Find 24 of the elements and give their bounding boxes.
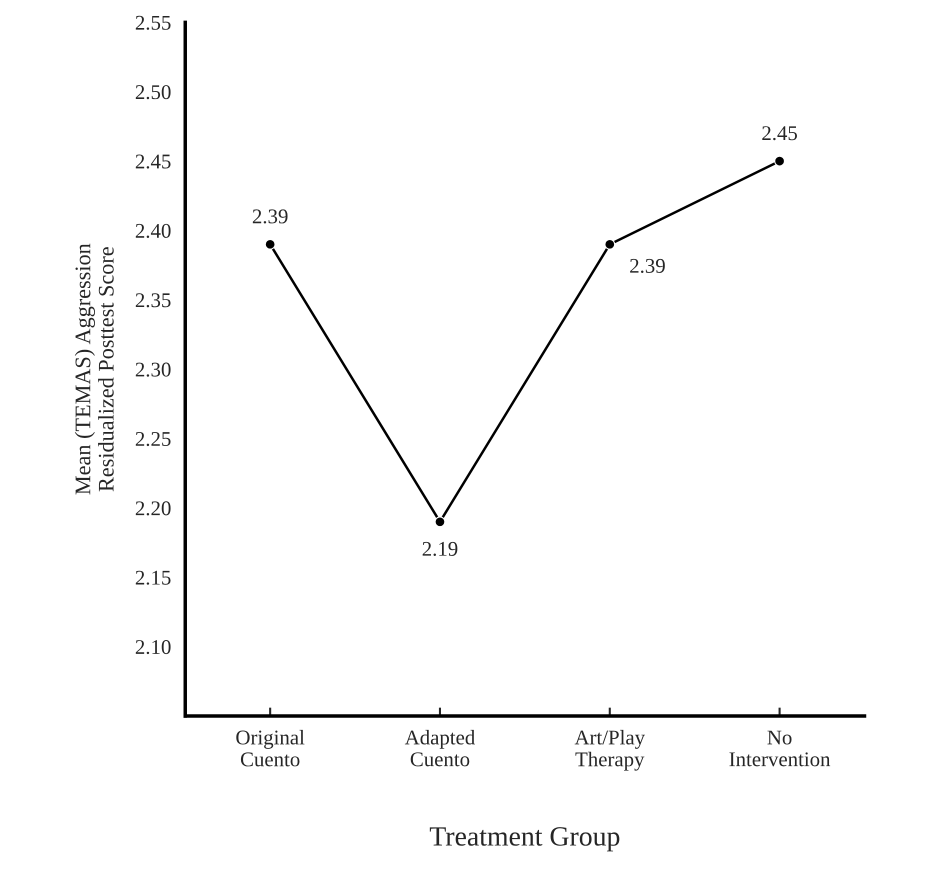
x-axis-title: Treatment Group [430, 827, 620, 852]
point [774, 156, 785, 166]
x-tick-label: No Intervention [729, 730, 830, 766]
y-tick-label: 2.35 [136, 293, 171, 308]
data-label: 2.39 [630, 258, 665, 273]
y-tick-label: 2.10 [136, 640, 171, 654]
y-tick-label: 2.20 [136, 501, 171, 516]
point [434, 516, 446, 528]
point [264, 238, 276, 250]
y-tick-label: 2.40 [136, 224, 171, 238]
y-axis-title: Mean (TEMAS) Aggression Residualized Posttest Score [74, 244, 114, 494]
x-tick-label: Adapted Cuento [404, 730, 475, 766]
y-tick-label: 2.50 [136, 85, 171, 100]
y-tick-label: 2.45 [136, 154, 171, 169]
y-tick-label: 2.25 [136, 432, 171, 446]
data-label: 2.19 [422, 542, 458, 556]
x-tick-label: Original Cuento [236, 730, 304, 766]
x-tick-label: Art/Play Therapy [574, 730, 645, 771]
y-tick-label: 2.30 [136, 362, 171, 377]
y-tick-label: 2.15 [136, 570, 171, 585]
y-tick-label: 2.55 [136, 16, 171, 30]
point [604, 238, 616, 250]
data-label: 2.39 [252, 209, 288, 224]
data-label: 2.45 [762, 126, 798, 140]
